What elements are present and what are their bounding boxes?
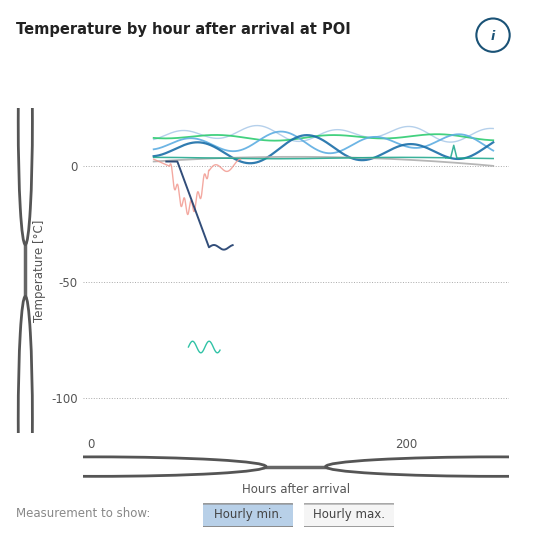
Circle shape bbox=[18, 296, 33, 541]
Text: Measurement to show:: Measurement to show: bbox=[16, 507, 150, 520]
Text: Hourly max.: Hourly max. bbox=[313, 509, 385, 522]
Text: i: i bbox=[491, 30, 495, 43]
Text: Hourly min.: Hourly min. bbox=[214, 509, 282, 522]
Circle shape bbox=[0, 457, 266, 476]
Y-axis label: Temperature [°C]: Temperature [°C] bbox=[33, 219, 46, 322]
FancyBboxPatch shape bbox=[200, 504, 296, 527]
Text: Hours after arrival: Hours after arrival bbox=[242, 483, 350, 496]
Circle shape bbox=[326, 457, 533, 476]
Circle shape bbox=[18, 0, 33, 245]
FancyBboxPatch shape bbox=[301, 504, 397, 527]
Text: Temperature by hour after arrival at POI: Temperature by hour after arrival at POI bbox=[16, 22, 351, 37]
